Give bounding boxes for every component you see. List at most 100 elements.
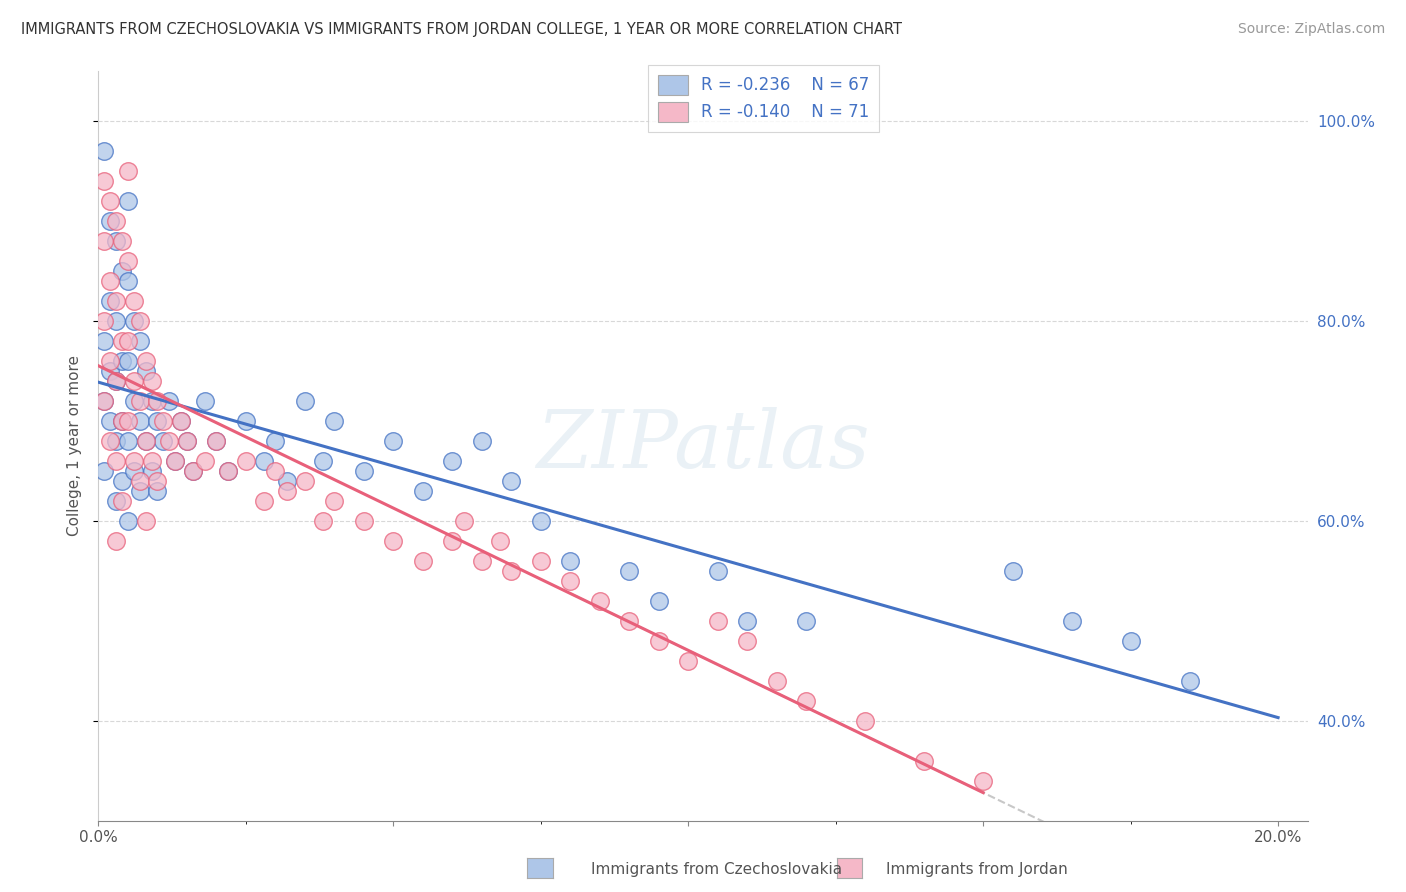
Point (122, 464, 145, 478)
Point (111, 474, 134, 488)
Point (217, 464, 239, 478)
Point (135, 434, 157, 448)
Point (128, 334, 150, 348)
Point (560, 574, 582, 588)
Point (128, 314, 150, 328)
Point (912, 754, 935, 768)
Legend: R = -0.236    N = 67, R = -0.140    N = 71: R = -0.236 N = 67, R = -0.140 N = 71 (648, 65, 879, 132)
Point (152, 414, 174, 428)
Point (122, 314, 145, 328)
Point (122, 374, 145, 388)
Point (117, 354, 139, 368)
Point (98, 194, 121, 209)
Point (194, 454, 217, 468)
Point (264, 434, 287, 448)
Point (146, 394, 169, 409)
Point (105, 374, 128, 388)
Point (135, 514, 157, 528)
Point (111, 414, 134, 428)
Point (105, 454, 128, 468)
Point (146, 414, 169, 428)
Point (98, 294, 121, 309)
Point (170, 414, 193, 428)
Y-axis label: College, 1 year or more: College, 1 year or more (67, 356, 83, 536)
Point (111, 234, 134, 248)
Point (619, 614, 641, 628)
Point (794, 614, 817, 628)
Point (235, 454, 257, 468)
Point (176, 434, 198, 448)
Point (181, 464, 204, 478)
Point (105, 533, 128, 548)
Point (135, 364, 157, 378)
Point (252, 454, 274, 468)
Point (205, 434, 228, 448)
Text: ZIPatlas: ZIPatlas (536, 408, 870, 484)
Point (98, 214, 121, 228)
Point (93, 145, 115, 159)
Point (706, 564, 728, 578)
Point (501, 474, 523, 488)
Point (765, 673, 787, 688)
Point (111, 494, 134, 508)
Point (157, 394, 180, 409)
Point (152, 434, 174, 448)
Point (648, 633, 671, 648)
Point (111, 264, 134, 278)
Point (135, 434, 157, 448)
Point (453, 514, 475, 528)
Point (165, 454, 187, 468)
Point (441, 454, 464, 468)
Point (98, 414, 121, 428)
Point (794, 694, 817, 708)
Point (128, 483, 150, 498)
Point (176, 434, 198, 448)
Point (122, 454, 145, 468)
Text: Immigrants from Czechoslovakia: Immigrants from Czechoslovakia (591, 863, 842, 877)
Point (111, 354, 134, 368)
Point (735, 633, 758, 648)
Point (117, 194, 139, 209)
Point (141, 464, 163, 478)
Point (98, 364, 121, 378)
Point (93, 314, 115, 328)
Point (146, 483, 169, 498)
Point (382, 434, 405, 448)
Point (105, 494, 128, 508)
Point (105, 374, 128, 388)
Point (264, 464, 287, 478)
Point (117, 434, 139, 448)
Point (530, 514, 553, 528)
Point (93, 334, 115, 348)
Point (128, 394, 150, 409)
Point (146, 474, 169, 488)
Point (128, 474, 150, 488)
Point (530, 554, 553, 568)
Point (98, 274, 121, 288)
Point (1001, 564, 1024, 578)
Point (141, 454, 163, 468)
Point (853, 714, 876, 728)
Point (252, 494, 274, 508)
Point (311, 514, 333, 528)
Point (128, 414, 150, 428)
Point (141, 374, 163, 388)
Point (972, 773, 994, 788)
Point (105, 294, 128, 309)
Point (217, 464, 239, 478)
Point (105, 234, 128, 248)
Point (706, 614, 728, 628)
Point (412, 554, 434, 568)
Point (471, 554, 494, 568)
Point (194, 394, 217, 409)
Point (93, 394, 115, 409)
Point (93, 464, 115, 478)
Point (117, 274, 139, 288)
Point (501, 564, 523, 578)
Point (111, 414, 134, 428)
Point (735, 614, 758, 628)
Point (105, 314, 128, 328)
Point (1119, 633, 1142, 648)
Point (678, 654, 700, 668)
Point (471, 434, 494, 448)
